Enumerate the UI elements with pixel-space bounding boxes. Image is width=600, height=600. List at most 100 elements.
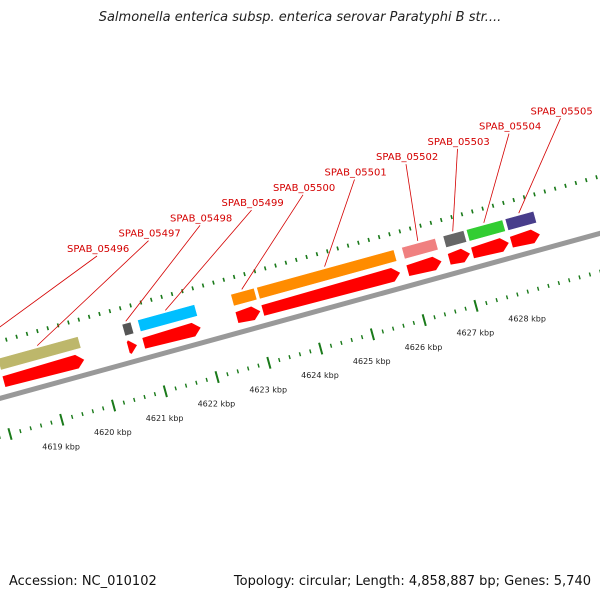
cds-arrow [406,256,442,276]
minor-tick [439,217,443,223]
axis-minor-tick [205,377,208,383]
axis-minor-tick [153,392,157,397]
cds-arrow [126,340,137,354]
minor-tick [222,277,226,282]
feature-bar [121,321,135,337]
axis-major-tick [421,314,427,327]
minor-tick [201,283,205,288]
cds-arrow [2,354,85,387]
axis-minor-tick [246,366,250,371]
gene-label-text: SPAB_05498 [170,213,232,224]
minor-tick [357,240,360,245]
minor-tick [77,317,81,322]
axis-minor-tick [536,286,540,291]
minor-tick [346,243,350,248]
minor-tick [419,223,422,228]
gene-label: SPAB_05505 [518,106,593,214]
gene-label-text: SPAB_05499 [222,198,284,209]
minor-tick [274,263,277,268]
minor-tick [388,232,391,237]
gene-label-text: SPAB_05505 [531,106,593,117]
minor-tick [170,291,174,297]
axis-major-tick [59,413,65,426]
cds-arrow [471,238,509,259]
minor-tick [553,186,557,191]
minor-tick [263,266,267,271]
axis-minor-tick [29,426,32,431]
feature-bar [504,210,538,231]
axis-minor-tick [505,295,509,300]
minor-tick-track [5,175,598,342]
topology-text: Topology: circular; Length: 4,858,887 bp… [233,574,591,589]
gene-label: SPAB_05499 [165,198,284,311]
leader-line [452,148,458,232]
leader-line [241,194,304,290]
axis-major-tick [162,385,168,398]
axis-minor-tick [236,369,240,374]
axis-tick-label: 4628 kbp [508,314,546,323]
minor-tick [139,300,143,305]
gene-label-text: SPAB_05500 [273,183,335,194]
axis-minor-tick [443,312,447,317]
axis-major-tick [111,399,117,412]
cds-arrow [447,248,470,265]
axis-minor-tick [526,289,529,294]
axis-minor-tick [329,343,333,348]
gene-label-text: SPAB_05496 [67,244,129,255]
cds-arrow [509,229,540,248]
axis-major-tick [473,299,479,312]
axis-minor-tick [391,326,395,331]
axis-minor-tick [578,275,581,280]
leader-line [518,118,561,214]
accession-text: Accession: NC_010102 [9,574,157,589]
gene-label: SPAB_05503 [428,137,490,232]
axis-minor-tick [122,400,126,405]
axis-minor-tick [298,352,302,357]
feature-bar [137,304,198,333]
leader-line [0,255,98,328]
minor-tick [15,334,18,339]
axis-minor-tick [288,354,291,360]
gene-label: SPAB_05497 [36,229,181,346]
feature-bar [0,336,82,371]
leader-line [36,240,149,346]
minor-tick [502,200,505,206]
axis-tick-label: 4627 kbp [456,329,494,338]
gene-label-text: SPAB_05502 [376,152,438,163]
feature-bar [465,219,506,242]
minor-tick [232,274,236,280]
feature-bar [401,237,439,260]
axis-minor-tick [412,320,416,326]
cds-arrow [142,322,201,349]
axis-major-tick [369,328,375,341]
minor-tick [5,337,8,342]
minor-tick [149,297,153,302]
axis-tick-label: 4620 kbp [94,428,132,437]
cds-arrow [235,306,261,323]
minor-tick [98,311,101,317]
axis-tick-label: 4622 kbp [198,400,236,409]
minor-tick [543,189,547,194]
feature-bar [256,249,398,300]
cds-track [2,229,540,387]
minor-tick [25,331,29,337]
minor-tick [129,303,132,308]
leader-line [324,179,355,267]
axis-minor-tick [495,298,498,303]
axis-minor-tick [257,363,260,368]
minor-tick [408,226,412,231]
minor-tick [326,249,329,254]
leader-line [483,133,510,223]
gene-label: SPAB_05500 [241,183,335,290]
axis-minor-tick [547,283,550,289]
axis-minor-tick [557,280,561,286]
minor-tick [67,320,70,325]
axis-minor-tick [70,414,74,420]
gene-label-layer: SPAB_05496 SPAB_05497 SPAB_05498 SPAB_05499… [0,106,593,346]
minor-tick [574,180,578,186]
axis-minor-tick [340,340,343,345]
minor-tick [46,326,50,331]
minor-tick [315,252,319,257]
axis-minor-tick [567,278,571,283]
minor-tick [584,177,588,183]
